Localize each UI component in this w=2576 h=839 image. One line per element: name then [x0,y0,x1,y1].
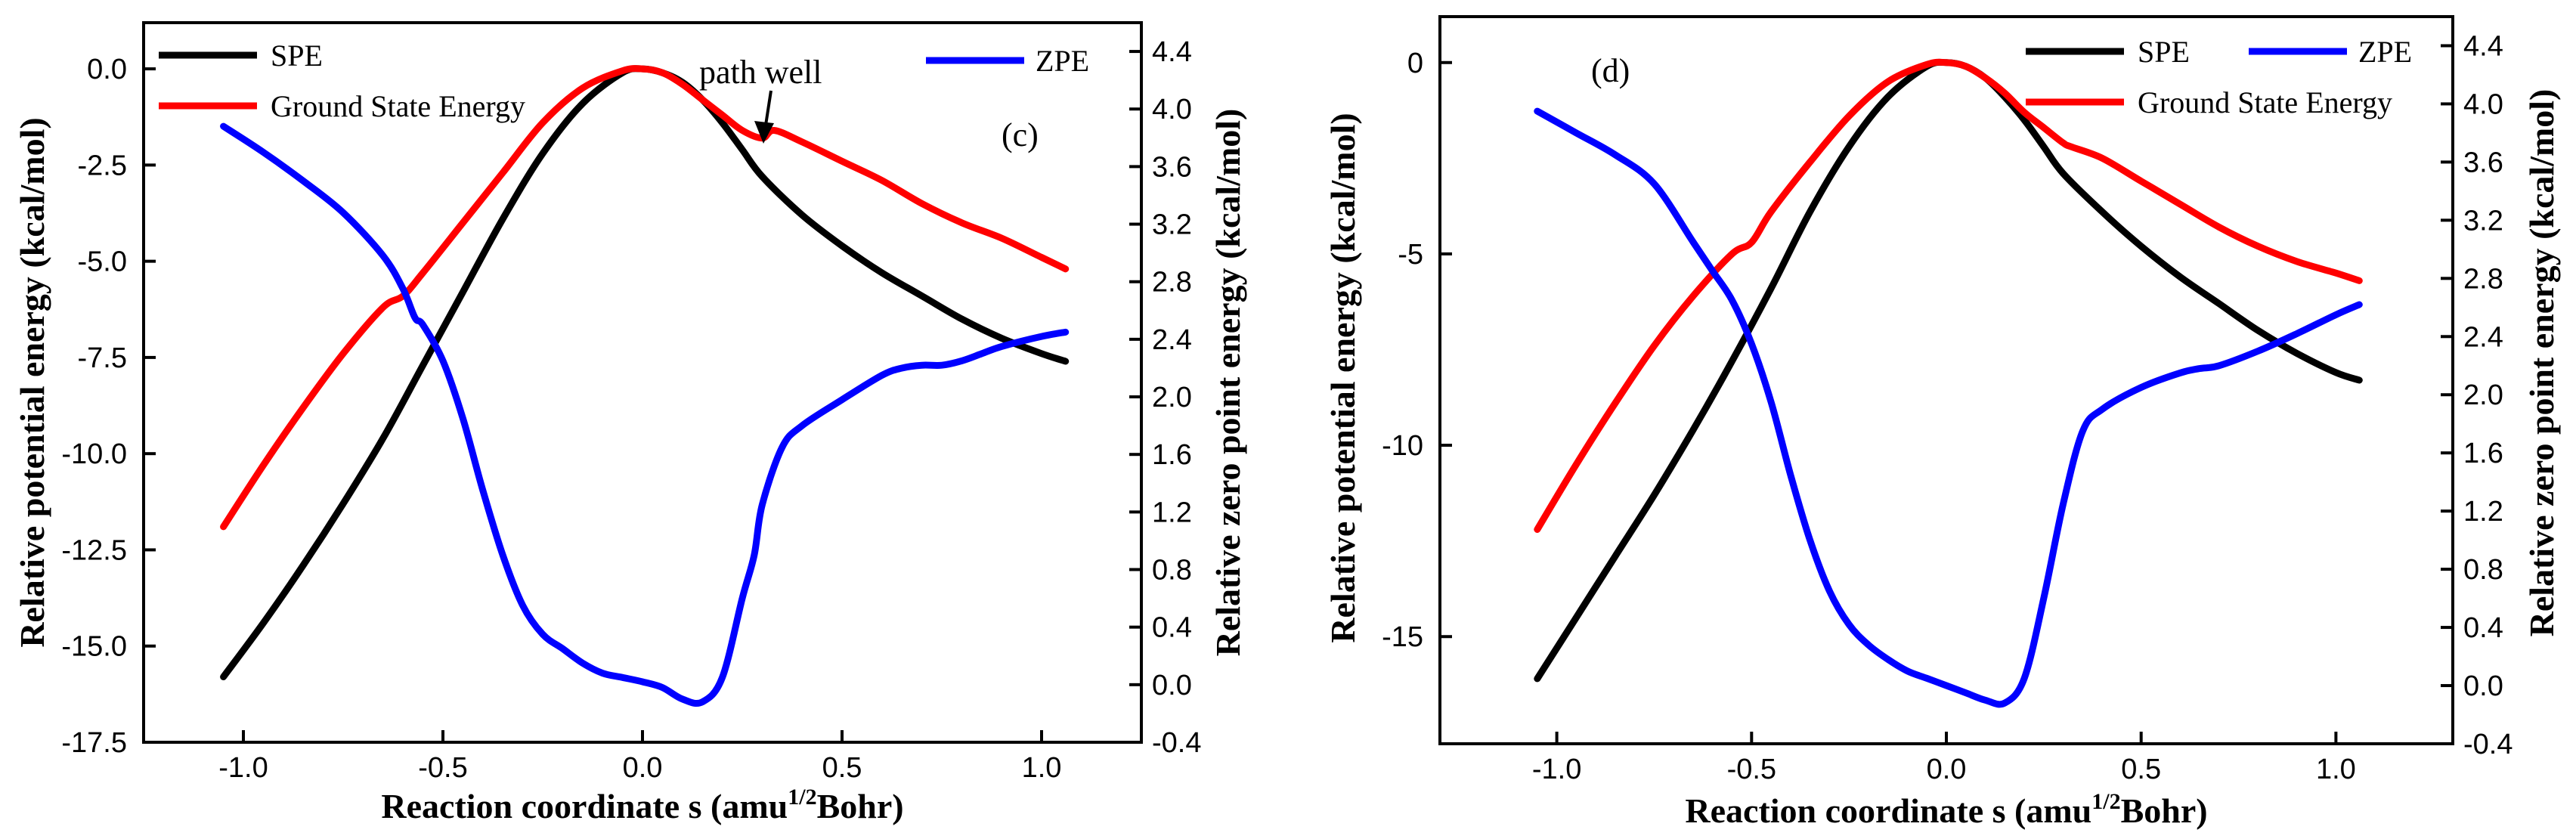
y-tick-label: -5.0 [78,246,127,278]
panel-d: -1.0 -0.5 0.0 0.5 1.0 0 -5 -10 -15 4.4 4.0 3.6 3.2… [1324,15,2561,830]
legend-label-spe: SPE [271,39,323,73]
legend-label-zpe: ZPE [2358,35,2412,69]
y2-tick-label: 0.0 [2463,670,2503,702]
y2-tick-label: 0.8 [2463,554,2503,586]
y-axis-right: 4.4 4.0 3.6 3.2 2.8 2.4 2.0 1.6 1.2 0.8 0.4 0.0 -0.4 [2441,30,2513,760]
legend-label-spe: SPE [2138,35,2190,69]
y2-tick-label: 1.2 [1152,497,1192,528]
legend-label-zpe: ZPE [1036,44,1089,78]
x-axis: -1.0 -0.5 0.0 0.5 1.0 [1532,732,2356,785]
y2-tick-label: 2.4 [1152,324,1192,356]
annotation-arrow [754,90,774,144]
x-tick-label: -1.0 [1532,754,1581,785]
panel-label: (d) [1591,52,1630,89]
y-axis-left: 0.0 -2.5 -5.0 -7.5 -10.0 -12.5 -15.0 -17.5 [61,54,156,759]
plot-frame [142,21,1143,744]
y-tick-label: -7.5 [78,342,127,374]
y-tick-label: -15 [1382,621,1423,653]
x-tick-label: -0.5 [1727,754,1776,785]
x-tick-label: -1.0 [218,752,268,784]
y-axis-title-left: Relative potential energy (kcal/mol) [13,117,51,647]
x-tick-label: 1.0 [2316,754,2356,785]
y2-tick-label: -0.4 [1152,727,1201,759]
y2-tick-label: 1.6 [2463,438,2503,469]
annotation-path-well: path well [699,54,822,91]
y2-tick-label: 4.4 [2463,30,2503,62]
y2-tick-label: 3.6 [1152,151,1192,183]
y2-tick-label: 3.2 [1152,209,1192,241]
y-tick-label: -17.5 [61,727,127,759]
y-tick-label: -5 [1398,239,1423,271]
legend: SPE Ground State Energy ZPE [159,39,1089,123]
x-tick-label: 0.5 [2121,754,2161,785]
x-tick-label: 1.0 [1022,752,1062,784]
y2-tick-label: 3.2 [2463,205,2503,237]
y2-tick-label: -0.4 [2463,729,2513,760]
y2-tick-label: 2.8 [1152,267,1192,299]
y-tick-label: 0 [1407,48,1423,79]
y2-tick-label: 4.4 [1152,36,1192,68]
series-line-spe [220,65,1070,680]
legend-label-ground-state: Ground State Energy [271,89,525,123]
x-axis: -1.0 -0.5 0.0 0.5 1.0 [218,730,1061,784]
y2-tick-label: 3.6 [2463,147,2503,178]
x-axis-title: Reaction coordinate s (amu1/2Bohr) [1685,789,2207,830]
x-tick-label: -0.5 [418,752,467,784]
series-line-spe [1534,58,2363,683]
series-layer [220,65,1070,707]
y2-tick-label: 4.0 [2463,88,2503,120]
series-layer [1534,58,2363,708]
y2-tick-label: 2.4 [2463,321,2503,353]
y-axis-title-right: Relative zero point energy (kcal/mol) [2522,89,2561,637]
y-tick-label: 0.0 [87,54,127,85]
panel-c: -1.0 -0.5 0.0 0.5 1.0 0.0 -2.5 -5.0 -7.5 -10.0 -1… [13,21,1247,825]
legend-label-ground-state: Ground State Energy [2138,85,2392,119]
y-tick-label: -10 [1382,430,1423,462]
series-line-zpe [1534,107,2363,708]
legend: SPE ZPE Ground State Energy [2026,35,2412,119]
y-axis-left: 0 -5 -10 -15 [1382,48,1452,653]
y2-tick-label: 0.8 [1152,555,1192,587]
y-tick-label: -2.5 [78,150,127,181]
y-axis-right: 4.4 4.0 3.6 3.2 2.8 2.4 2.0 1.6 1.2 0.8 0.4 0.0 -0.4 [1129,36,1201,759]
series-line-ground-state-energy [220,65,1070,531]
y2-tick-label: 0.4 [1152,612,1192,644]
y2-tick-label: 2.0 [2463,379,2503,411]
y2-tick-label: 0.4 [2463,612,2503,644]
x-tick-label: 0.5 [822,752,862,784]
series-line-zpe [220,122,1070,707]
y-tick-label: -12.5 [61,534,127,566]
y2-tick-label: 2.8 [2463,263,2503,295]
x-tick-label: 0.0 [623,752,663,784]
series-line-ground-state-energy [1534,58,2363,533]
y2-tick-label: 4.0 [1152,94,1192,125]
plot-frame [1438,15,2454,745]
y2-tick-label: 1.6 [1152,439,1192,471]
y2-tick-label: 2.0 [1152,382,1192,413]
y-tick-label: -15.0 [61,631,127,663]
x-axis-title: Reaction coordinate s (amu1/2Bohr) [381,785,903,825]
x-tick-label: 0.0 [1927,754,1967,785]
y2-tick-label: 0.0 [1152,670,1192,701]
panel-label: (c) [1002,116,1039,153]
y-axis-title-left: Relative potential energy (kcal/mol) [1324,113,1362,642]
y-axis-title-right: Relative zero point energy (kcal/mol) [1209,109,1247,657]
y-tick-label: -10.0 [61,438,127,470]
y2-tick-label: 1.2 [2463,496,2503,528]
